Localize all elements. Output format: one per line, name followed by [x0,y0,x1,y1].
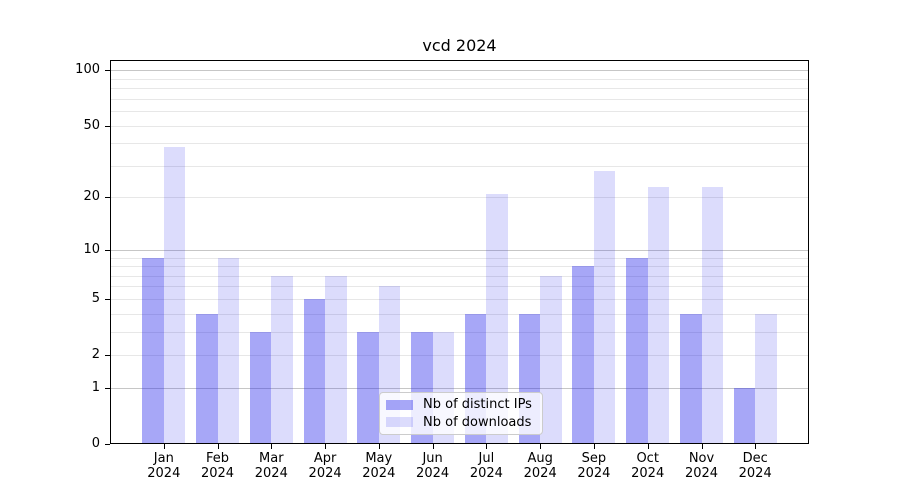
bar-feb-downloads [217,257,239,444]
y-tick-label-0: 0 [91,436,100,451]
y-major-gridline-10 [111,250,808,251]
y-minor-gridline-5 [111,299,808,300]
chart-title: vcd 2024 [422,36,497,55]
bar-apr-distinct-ips [303,298,326,444]
x-tick-mark-jan [163,444,165,449]
x-tick-label-may: May 2024 [362,451,396,481]
y-minor-gridline-70 [111,99,808,100]
x-tick-label-feb: Feb 2024 [200,451,235,481]
x-tick-mark-may [378,444,380,449]
bar-mar-distinct-ips [249,331,272,444]
y-tick-mark-2 [105,355,110,356]
bar-nov-distinct-ips [680,313,702,444]
y-minor-gridline-7 [111,276,808,277]
y-minor-gridline-60 [111,111,808,112]
y-major-gridline-1 [111,388,808,389]
x-tick-mark-jul [486,444,488,449]
y-tick-label-20: 20 [83,189,100,205]
legend-label-distinct-ips: Nb of distinct IPs [423,397,532,413]
x-tick-label-dec: Dec 2024 [738,451,772,481]
bar-oct-distinct-ips [626,257,648,444]
legend-label-downloads: Nb of downloads [423,414,532,430]
x-tick-mark-dec [755,444,757,449]
y-tick-mark-100 [105,70,110,71]
x-tick-label-nov: Nov 2024 [684,451,719,481]
x-tick-label-oct: Oct 2024 [631,451,665,481]
y-major-gridline-100 [111,70,808,71]
legend: Nb of distinct IPs Nb of downloads [379,392,543,435]
bar-oct-downloads [647,186,670,444]
y-tick-label-2: 2 [91,347,100,362]
y-tick-mark-10 [105,250,110,251]
y-tick-mark-5 [105,299,110,300]
y-tick-mark-1 [105,388,110,389]
y-minor-gridline-40 [111,143,808,144]
bar-dec-distinct-ips [733,387,756,444]
bar-feb-distinct-ips [196,313,218,444]
bar-mar-downloads [271,275,293,444]
x-tick-label-jun: Jun 2024 [416,451,450,481]
x-tick-mark-jun [432,444,434,449]
legend-row-distinct-ips: Nb of distinct IPs [386,397,536,412]
bar-aug-downloads [540,275,562,444]
x-tick-label-aug: Aug 2024 [523,451,557,481]
x-tick-label-sep: Sep 2024 [577,451,611,481]
y-minor-gridline-4 [111,314,808,315]
y-minor-gridline-6 [111,286,808,287]
y-minor-gridline-8 [111,266,808,267]
x-tick-label-mar: Mar 2024 [254,451,288,481]
x-tick-mark-apr [325,444,327,449]
legend-swatch-distinct-ips [386,399,413,410]
bar-may-distinct-ips [357,331,379,444]
bar-jan-downloads [163,147,186,444]
x-tick-mark-aug [540,444,542,449]
bar-jul-downloads [486,193,508,444]
x-tick-mark-nov [701,444,703,449]
y-tick-mark-0 [105,444,110,445]
bar-dec-downloads [755,313,777,444]
y-minor-gridline-9 [111,258,808,259]
x-tick-mark-sep [593,444,595,449]
y-minor-gridline-80 [111,88,808,89]
y-tick-mark-50 [105,126,110,127]
x-tick-label-apr: Apr 2024 [308,451,342,481]
x-tick-mark-oct [647,444,649,449]
bar-sep-downloads [593,171,616,444]
bar-apr-downloads [325,275,347,444]
bar-nov-downloads [701,186,723,444]
y-tick-label-100: 100 [75,62,100,78]
y-minor-gridline-20 [111,197,808,198]
y-tick-label-50: 50 [83,117,100,133]
bar-jan-distinct-ips [142,257,164,444]
y-tick-label-1: 1 [91,379,100,395]
y-tick-label-10: 10 [83,241,100,257]
legend-row-downloads: Nb of downloads [386,415,536,430]
y-minor-gridline-3 [111,332,808,333]
x-tick-mark-feb [217,444,219,449]
y-minor-gridline-90 [111,79,808,80]
legend-swatch-downloads [386,417,413,428]
x-tick-label-jul: Jul 2024 [469,451,503,481]
y-tick-label-5: 5 [91,290,100,306]
x-tick-mark-mar [271,444,273,449]
y-tick-mark-20 [105,197,110,198]
y-minor-gridline-50 [111,126,808,127]
bar-sep-distinct-ips [572,266,594,444]
x-tick-label-jan: Jan 2024 [147,451,181,481]
y-minor-gridline-2 [111,355,808,356]
y-minor-gridline-30 [111,166,808,167]
